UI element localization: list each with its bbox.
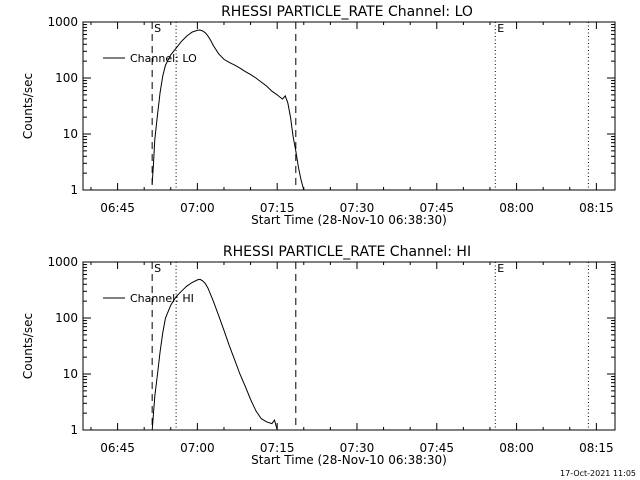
legend-label: Channel: HI [130,292,194,305]
y-tick-label: 1000 [47,255,78,269]
plot-frame [82,21,616,191]
marker-label: E [497,22,504,35]
x-tick-label: 06:45 [100,201,135,215]
y-tick-label: 10 [63,367,78,381]
chart-title: RHESSI PARTICLE_RATE Channel: HI [223,244,471,260]
x-tick-label: 07:15 [260,201,295,215]
y-tick-label: 100 [55,71,78,85]
y-tick-label: 100 [55,311,78,325]
series-line [151,29,305,191]
x-tick-label: 08:15 [579,441,614,455]
y-axis-label: Counts/sec [21,73,35,139]
x-tick-label: 06:45 [100,441,135,455]
x-tick-label: 08:15 [579,201,614,215]
x-tick-label: 07:30 [340,201,375,215]
y-axis-label: Counts/sec [21,313,35,379]
timestamp: 17-Oct-2021 11:05 [560,469,636,478]
y-tick-label: 1 [70,423,78,437]
x-tick-label: 07:00 [180,441,215,455]
x-tick-label: 07:45 [419,441,454,455]
marker-label: E [497,262,504,275]
marker-label: S [154,262,161,275]
y-tick-label: 10 [63,127,78,141]
x-tick-label: 07:15 [260,441,295,455]
x-tick-label: 08:00 [499,201,534,215]
plot-frame [82,261,616,431]
y-tick-label: 1 [70,183,78,197]
marker-label: S [154,22,161,35]
x-tick-label: 07:45 [419,201,454,215]
x-tick-label: 07:00 [180,201,215,215]
series-line [151,278,278,431]
x-tick-label: 08:00 [499,441,534,455]
legend-label: Channel: LO [130,52,197,65]
x-tick-label: 07:30 [340,441,375,455]
y-tick-label: 1000 [47,15,78,29]
x-axis-label: Start Time (28-Nov-10 06:38:30) [251,213,447,227]
x-axis-label: Start Time (28-Nov-10 06:38:30) [251,453,447,467]
chart-title: RHESSI PARTICLE_RATE Channel: LO [221,4,473,20]
